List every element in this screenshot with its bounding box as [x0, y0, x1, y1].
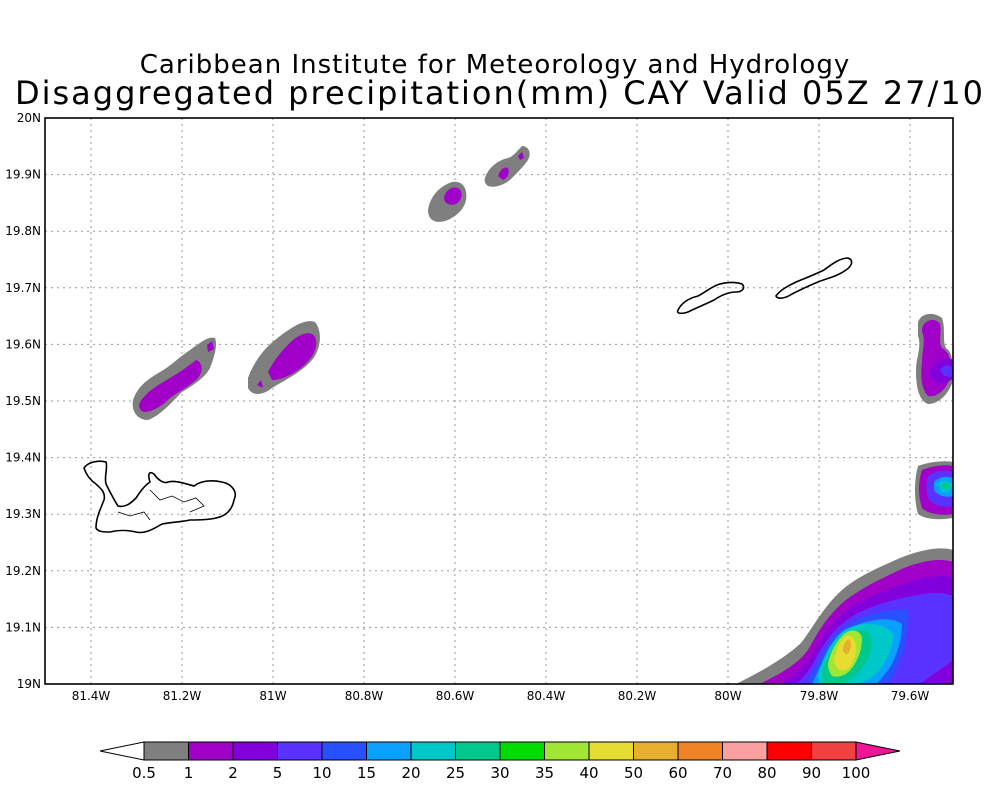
- colorbar-segment: [410, 741, 456, 761]
- colorbar-segment: [143, 741, 189, 761]
- rain-cell-west-1: [132, 337, 217, 420]
- latitude-label: 19.2N: [5, 564, 41, 578]
- colorbar-label: 20: [401, 764, 420, 782]
- colorbar-segment: [855, 741, 901, 761]
- latitude-label: 19N: [17, 677, 41, 691]
- rain-cell-southeast: [736, 548, 953, 684]
- colorbar-label: 0.5: [132, 764, 156, 782]
- colorbar-segment: [544, 741, 590, 761]
- colorbar-segment: [722, 741, 768, 761]
- cayman-islands-outlines: [83, 257, 853, 534]
- precipitation-colorbar: [99, 741, 901, 761]
- latitude-label: 19.8N: [5, 224, 41, 238]
- map-title: Caribbean Institute for Meteorology and …: [139, 50, 851, 80]
- map-gridlines: [45, 118, 953, 684]
- longitude-label: 81W: [259, 689, 286, 703]
- longitude-label: 80W: [714, 689, 741, 703]
- colorbar-label: 1: [184, 764, 194, 782]
- colorbar-segment: [99, 741, 145, 761]
- map-border: [44, 117, 954, 685]
- colorbar-segment: [677, 741, 723, 761]
- longitude-label: 81.2W: [163, 689, 202, 703]
- colorbar-segment: [455, 741, 501, 761]
- colorbar-label: 25: [446, 764, 465, 782]
- latitude-label: 19.4N: [5, 451, 41, 465]
- rain-cell-east-1: [916, 313, 953, 404]
- rain-cell-east-2: [915, 461, 953, 520]
- colorbar-segment: [588, 741, 634, 761]
- colorbar-segment: [633, 741, 679, 761]
- colorbar-label: 5: [273, 764, 283, 782]
- map-subtitle: Disaggregated precipitation(mm) CAY Vali…: [14, 74, 986, 150]
- longitude-label: 80.2W: [618, 689, 657, 703]
- colorbar-segment: [232, 741, 278, 761]
- longitude-label: 81.4W: [72, 689, 111, 703]
- rain-cell-west-2: [248, 321, 320, 394]
- latitude-label: 19.3N: [5, 507, 41, 521]
- colorbar-label: 50: [624, 764, 643, 782]
- longitude-label: 80.8W: [345, 689, 384, 703]
- latitude-label: 19.1N: [5, 620, 41, 634]
- colorbar-label: 100: [842, 764, 871, 782]
- latitude-label: 19.7N: [5, 281, 41, 295]
- colorbar-label: 80: [757, 764, 776, 782]
- little-cayman-outline: [676, 281, 745, 315]
- colorbar-segment: [811, 741, 857, 761]
- colorbar-segment: [766, 741, 812, 761]
- map-frame: [45, 118, 953, 684]
- colorbar-segment: [321, 741, 367, 761]
- grand-cayman-outline: [83, 460, 237, 534]
- latitude-label: 19.5N: [5, 394, 41, 408]
- colorbar-label: 35: [535, 764, 554, 782]
- precipitation-contours: [132, 146, 953, 684]
- colorbar-label: 15: [357, 764, 376, 782]
- longitude-labels: 81.4W 81.2W 81W 80.8W 80.6W 80.4W 80.2W 80W 79.8…: [72, 689, 930, 703]
- colorbar-label: 70: [713, 764, 732, 782]
- longitude-label: 80.4W: [527, 689, 566, 703]
- longitude-label: 80.6W: [436, 689, 475, 703]
- cayman-brac-outline: [775, 257, 853, 299]
- colorbar-label: 30: [490, 764, 509, 782]
- longitude-label: 79.6W: [891, 689, 930, 703]
- colorbar-label: 90: [802, 764, 821, 782]
- colorbar-label: 60: [668, 764, 687, 782]
- rain-cell-north-1: [428, 181, 467, 222]
- latitude-label: 19.6N: [5, 337, 41, 351]
- colorbar-segment: [277, 741, 323, 761]
- colorbar-label: 40: [579, 764, 598, 782]
- colorbar-segment: [366, 741, 412, 761]
- colorbar-labels: 0.5 1 2 5 10 15 20 25 30 35 40 50 60 70 80 90 100: [132, 764, 870, 782]
- colorbar-label: 10: [312, 764, 331, 782]
- latitude-labels: 20N 19.9N 19.8N 19.7N 19.6N 19.5N 19.4N 19.3N 19…: [5, 111, 41, 691]
- latitude-label: 20N: [17, 111, 41, 125]
- longitude-label: 79.8W: [800, 689, 839, 703]
- latitude-label: 19.9N: [5, 168, 41, 182]
- colorbar-segment: [188, 741, 234, 761]
- colorbar-label: 2: [228, 764, 238, 782]
- colorbar-segment: [499, 741, 545, 761]
- rain-cell-north-2: [484, 146, 530, 187]
